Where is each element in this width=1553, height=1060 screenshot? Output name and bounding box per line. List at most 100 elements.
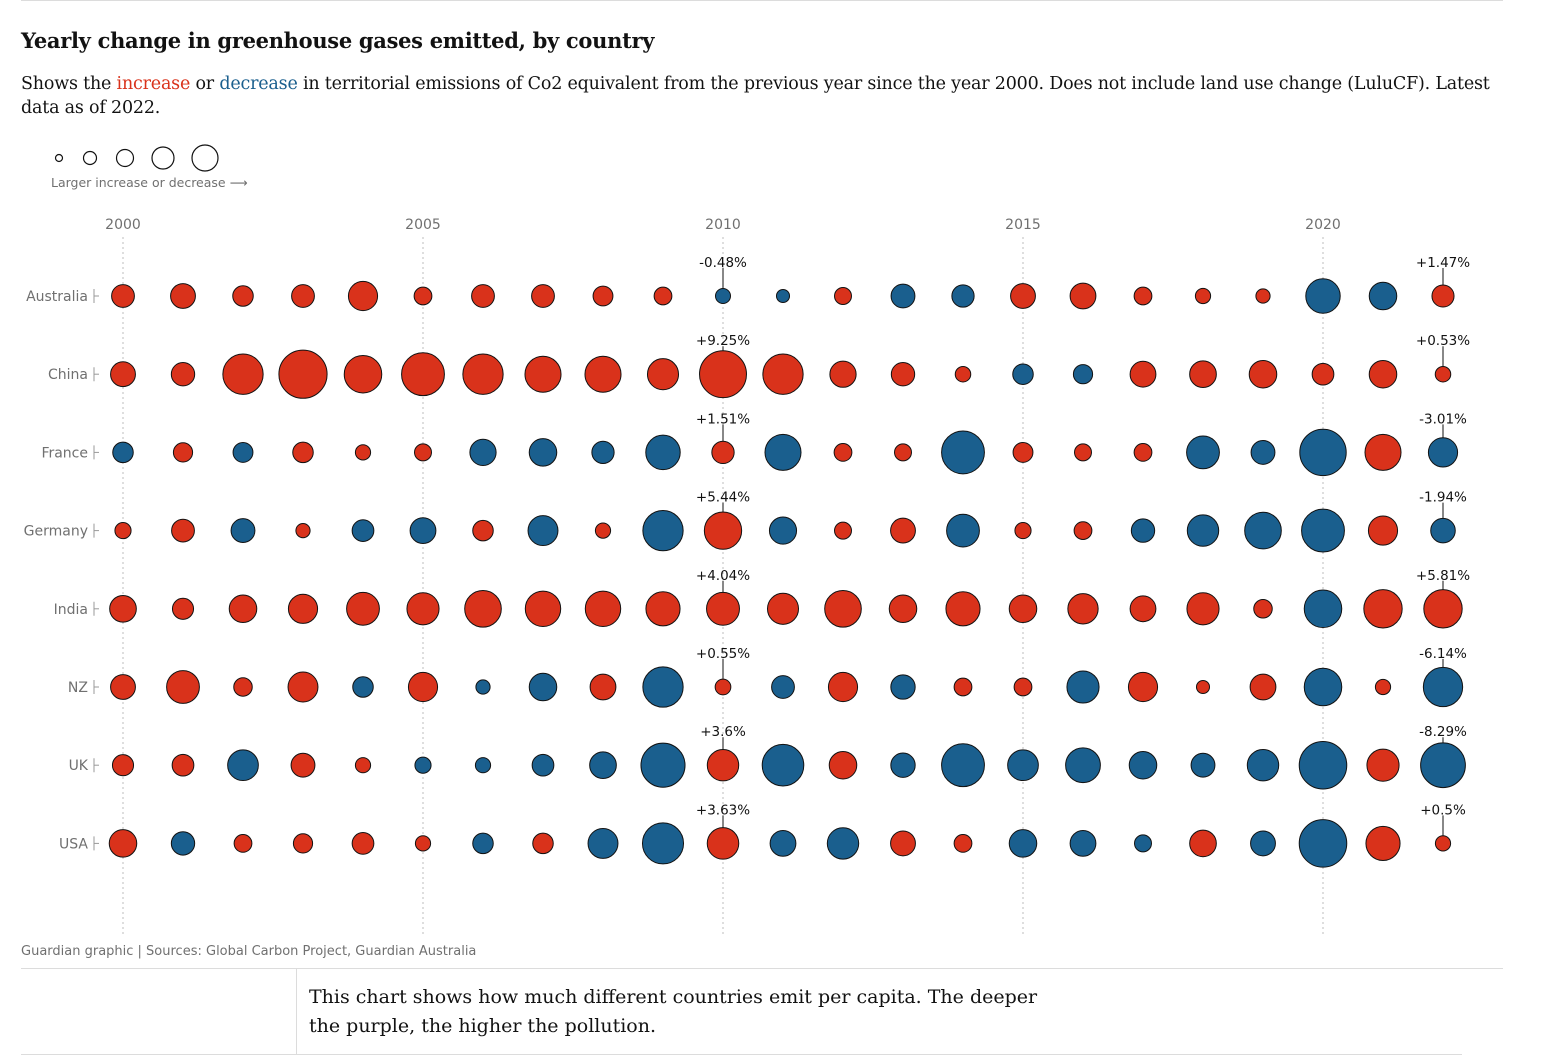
bubble (1074, 443, 1092, 462)
bubble (642, 666, 684, 708)
bubble (1298, 819, 1348, 868)
bubble (114, 522, 132, 540)
annotation-label: +1.47% (1416, 255, 1470, 271)
bubble (890, 830, 916, 857)
chart-title: Yearly change in greenhouse gases emitte… (21, 28, 655, 53)
bubble (1368, 359, 1398, 389)
bubble (1065, 747, 1101, 784)
bubble (406, 592, 440, 626)
bubble (1069, 282, 1097, 310)
bubble (170, 362, 196, 387)
annotation-label: +1.51% (696, 411, 750, 427)
source-note: Guardian graphic | Sources: Global Carbo… (21, 944, 477, 959)
bubble (645, 591, 681, 627)
subtitle-increase-word: increase (116, 74, 191, 94)
bubble (640, 742, 686, 788)
bubble (290, 752, 316, 778)
bubble (1013, 677, 1033, 697)
bubble (346, 591, 380, 626)
bubble (1008, 594, 1038, 624)
bubble (524, 355, 562, 393)
bubble (528, 438, 558, 467)
bubble (287, 593, 319, 624)
row-label: USA (59, 836, 88, 852)
bubble (762, 353, 804, 395)
x-tick-label: 2000 (105, 217, 141, 233)
bubble (953, 834, 973, 853)
bubble (1305, 278, 1341, 314)
bubble (954, 365, 972, 383)
x-tick-label: 2020 (1305, 217, 1341, 233)
bubble (407, 671, 439, 703)
bubble (528, 672, 558, 702)
bubble-chart: Larger increase or decrease ⟶ 2000 2005 20… (24, 144, 1470, 935)
bubble (766, 592, 800, 625)
bubble (706, 591, 740, 626)
bubble (641, 822, 685, 865)
figure-caption: This chart shows how much different coun… (309, 986, 1038, 1037)
bubble (291, 284, 315, 308)
bubble (1008, 829, 1038, 858)
bubble (171, 597, 195, 620)
bubble (828, 750, 858, 780)
bubble (1303, 589, 1343, 629)
bubble (1133, 443, 1153, 462)
annotation-label: +0.5% (1420, 802, 1466, 818)
bubble (890, 517, 916, 544)
bubble (171, 518, 195, 543)
bubble (1186, 514, 1220, 547)
annotation-label: +9.25% (696, 333, 750, 349)
bubble (946, 513, 980, 548)
bubble (1012, 441, 1034, 463)
bubble (1374, 678, 1392, 696)
bubble (890, 752, 916, 778)
bubble (594, 522, 612, 539)
bubble (1129, 595, 1157, 623)
bubble (1366, 748, 1400, 782)
bubble (1186, 435, 1220, 470)
bubble (414, 756, 432, 774)
bubble (706, 749, 740, 782)
bubble (653, 286, 673, 306)
chart-subtitle: Shows the increase or decrease in territ… (21, 72, 1511, 120)
bubble (1434, 835, 1452, 852)
bubble (233, 677, 253, 697)
bubble (951, 284, 975, 308)
bubble (591, 440, 615, 465)
bubble (232, 441, 254, 463)
bubble (1248, 359, 1278, 389)
bubble (1301, 508, 1345, 553)
bubble (401, 352, 445, 397)
bubble (531, 284, 555, 308)
bubble (227, 749, 259, 782)
bubble (941, 743, 985, 788)
bubble (1128, 750, 1158, 780)
bubble (1422, 666, 1464, 708)
annotation-label: +4.04% (696, 568, 750, 584)
bubble (1363, 589, 1403, 629)
bubble (642, 509, 684, 552)
bubble (1367, 515, 1399, 546)
bubble (1420, 742, 1466, 789)
bottom-rule (21, 968, 1503, 969)
subtitle-post: in territorial emissions of Co2 equivale… (21, 74, 1490, 118)
bubble (584, 355, 622, 393)
bubble (1127, 671, 1159, 703)
bubble (894, 443, 912, 462)
bubble (1012, 363, 1034, 385)
bubble (170, 831, 196, 856)
bubble (351, 832, 375, 855)
bubble (890, 674, 916, 700)
bubble (703, 511, 743, 550)
bubble (170, 283, 196, 309)
annotation-label: +5.44% (696, 490, 750, 506)
subtitle-decrease-word: decrease (219, 74, 298, 94)
bubble (1246, 749, 1280, 782)
bubble (714, 287, 732, 305)
annotation-label: -3.01% (1419, 411, 1467, 427)
bubble (1134, 834, 1152, 853)
bubble (475, 679, 491, 695)
annotation-label: +3.63% (696, 802, 750, 818)
footer-rule (21, 1054, 1462, 1055)
bubble (472, 832, 494, 855)
